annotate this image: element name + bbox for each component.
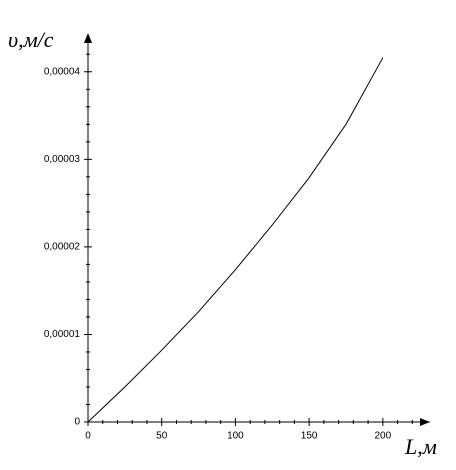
x-tick-label: 150	[301, 431, 318, 442]
x-tick-label: 50	[156, 431, 168, 442]
y-tick-label: 0,00002	[44, 242, 81, 253]
x-tick-label: 200	[374, 431, 391, 442]
y-tick-label: 0,00001	[44, 329, 81, 340]
y-tick-label: 0,00004	[44, 66, 81, 77]
x-axis-title: L,м	[404, 434, 437, 459]
data-line	[87, 57, 384, 423]
x-tick-label: 100	[227, 431, 244, 442]
y-tick-label: 0,00003	[44, 154, 81, 165]
x-arrow	[420, 418, 430, 426]
y-arrow	[84, 33, 92, 43]
y-tick-label: 0	[74, 417, 80, 428]
y-axis-title: υ,м/с	[8, 27, 54, 52]
x-tick-label: 0	[85, 431, 91, 442]
